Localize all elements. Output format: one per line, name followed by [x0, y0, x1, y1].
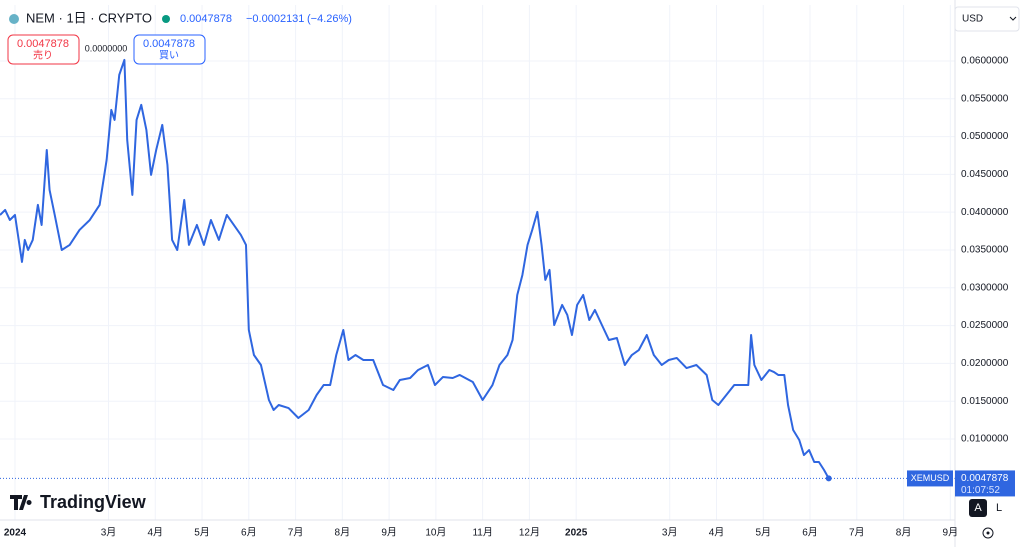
buy-button[interactable]: [133, 34, 206, 65]
price-line: [0, 58, 830, 479]
change-percent: (−4.26%): [307, 13, 352, 25]
x-tick-label: 5月: [194, 527, 210, 539]
settings-icon-dot: [986, 531, 990, 535]
x-tick-label: 9月: [943, 527, 959, 539]
y-tick-label: 0.0600000: [961, 56, 1009, 67]
x-tick-label: 3月: [101, 527, 117, 539]
countdown: 01:07:52: [961, 485, 1000, 496]
x-tick-label: 8月: [335, 527, 351, 539]
last-point: [825, 475, 832, 482]
symbol-title[interactable]: NEM · 1日 · CRYPTO: [26, 10, 152, 25]
last-price: 0.0047878: [180, 13, 232, 25]
x-tick-label: 9月: [381, 527, 397, 539]
dropdown-arrow: [1009, 16, 1017, 21]
currency-select[interactable]: [954, 6, 1020, 32]
y-tick-label: 0.0450000: [961, 169, 1009, 180]
brand-logo: [10, 495, 32, 510]
x-tick-label: 6月: [241, 527, 257, 539]
x-tick-label: 4月: [147, 527, 163, 539]
settings-icon[interactable]: [982, 527, 994, 539]
buy-price: 0.0047878: [143, 38, 195, 50]
x-tick-label: 8月: [896, 527, 912, 539]
brand: TradingView: [40, 492, 147, 512]
y-tick-label: 0.0200000: [961, 358, 1009, 369]
symbol-icon: [9, 14, 19, 24]
y-tick-label: 0.0300000: [961, 282, 1009, 293]
x-tick-label: 5月: [755, 527, 771, 539]
axes: 0.0100000 0.0150000 0.0200000 0.0250000 0.03…: [4, 56, 1009, 539]
y-tick-label: 0.0250000: [961, 320, 1009, 331]
auto-scale-button[interactable]: [969, 499, 987, 517]
log-scale[interactable]: L: [996, 502, 1002, 514]
x-tick-label: 6月: [802, 527, 818, 539]
price-tag-bg: [955, 470, 1015, 497]
plot: [0, 58, 955, 482]
sell-price: 0.0047878: [17, 38, 69, 50]
y-tick-label: 0.0550000: [961, 93, 1009, 104]
market-status: [162, 15, 170, 23]
x-tick-label: 12月: [519, 527, 540, 539]
buy-label: 買い: [159, 50, 179, 62]
x-tick-label: 7月: [849, 527, 865, 539]
sell-label: 売り: [33, 49, 53, 62]
x-tick-label: 7月: [288, 527, 304, 539]
x-tick-label: 2024: [4, 528, 27, 539]
y-tick-label: 0.0100000: [961, 434, 1009, 445]
y-tick-label: 0.0500000: [961, 131, 1009, 142]
symbol-tag: XEMUSD: [911, 473, 950, 483]
auto-scale: A: [974, 502, 982, 514]
price-tag: 0.0047878: [961, 473, 1009, 484]
x-tick-label: 2025: [565, 528, 588, 539]
y-tick-label: 0.0350000: [961, 245, 1009, 256]
x-tick-label: 10月: [425, 527, 446, 539]
x-tick-label: 4月: [709, 527, 725, 539]
x-tick-label: 3月: [662, 527, 678, 539]
sell-button[interactable]: [7, 34, 80, 65]
y-tick-label: 0.0150000: [961, 396, 1009, 407]
change: −0.0002131: [246, 13, 304, 25]
x-tick-label: 11月: [472, 527, 492, 539]
symbol-tag-bg: [907, 470, 953, 487]
currency: USD: [962, 14, 983, 25]
spread: 0.0000000: [85, 43, 128, 53]
y-tick-label: 0.0400000: [961, 207, 1009, 218]
